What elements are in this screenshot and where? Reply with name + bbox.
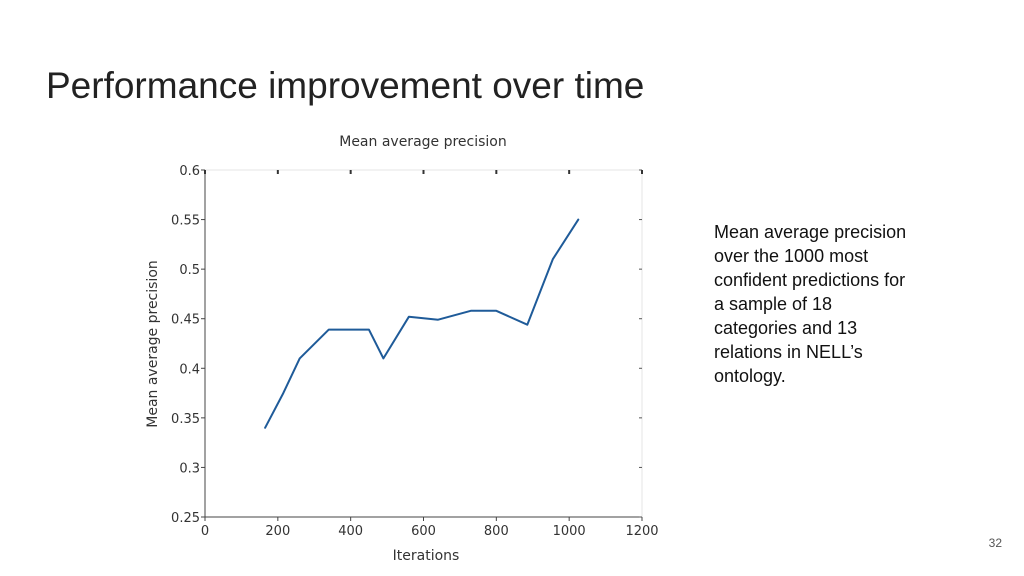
slide-title: Performance improvement over time <box>46 65 645 106</box>
slide-number: 32 <box>988 536 1002 550</box>
x-tick-label: 0 <box>201 524 209 539</box>
y-tick-label: 0.5 <box>179 263 200 278</box>
y-tick-label: 0.3 <box>179 461 200 476</box>
x-axis: 0 200 400 600 800 1000 1200 <box>201 170 659 539</box>
y-tick-label: 0.6 <box>179 164 200 179</box>
y-tick-label: 0.45 <box>171 313 200 328</box>
x-axis-label: Iterations <box>393 548 460 564</box>
x-tick-label: 600 <box>411 524 436 539</box>
y-tick-label: 0.55 <box>171 214 200 229</box>
chart-title: Mean average precision <box>339 134 507 150</box>
series-layer <box>264 218 580 429</box>
x-tick-label: 200 <box>265 524 290 539</box>
y-axis-label: Mean average precision <box>145 260 161 428</box>
y-tick-label: 0.25 <box>171 511 200 526</box>
x-tick-label: 800 <box>484 524 509 539</box>
y-tick-label: 0.35 <box>171 412 200 427</box>
chart-caption: Mean average precision over the 1000 mos… <box>714 222 907 386</box>
y-tick-label: 0.4 <box>179 362 200 377</box>
x-tick-label: 400 <box>338 524 363 539</box>
y-axis: 0.25 0.3 0.35 0.4 0.45 0.5 0.55 0.6 <box>171 164 642 526</box>
x-tick-label: 1000 <box>553 524 586 539</box>
x-tick-label: 1200 <box>625 524 658 539</box>
series-line <box>264 218 580 429</box>
